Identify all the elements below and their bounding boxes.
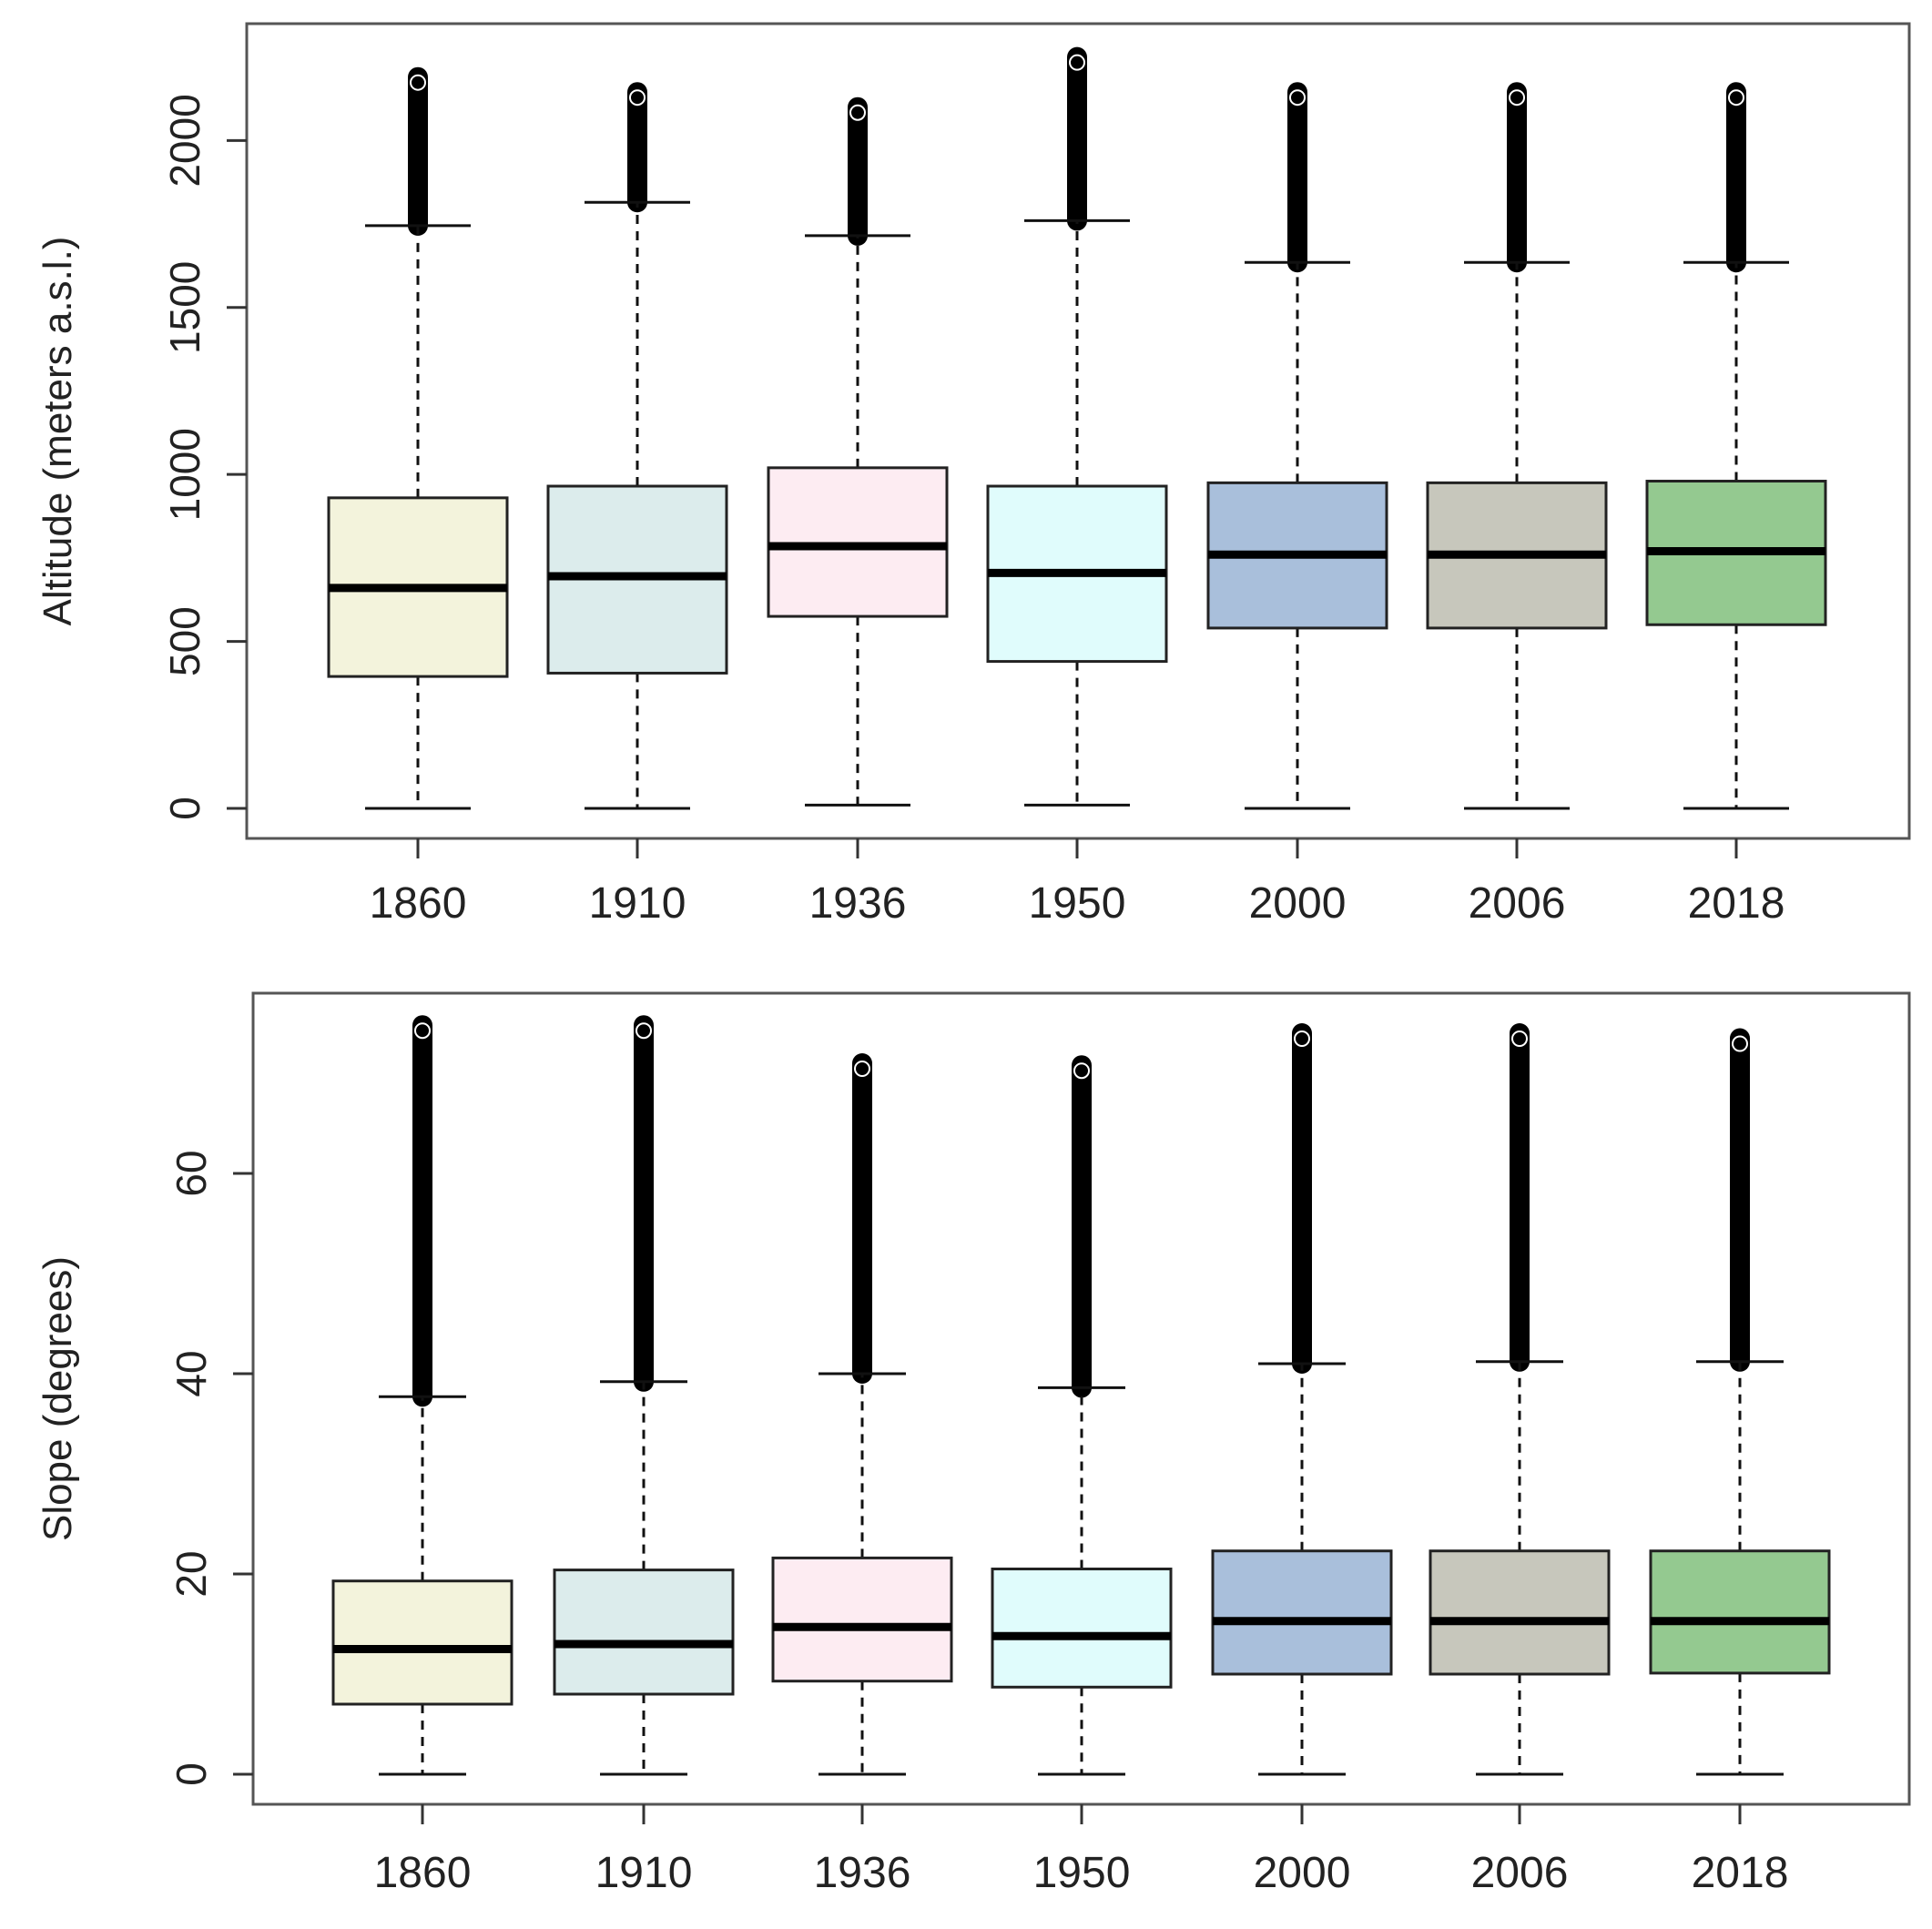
altitude-box-1860 xyxy=(327,66,509,810)
slope-x-tick-label: 2000 xyxy=(1254,1849,1351,1897)
slope-box-2018 xyxy=(1649,1028,1831,1776)
slope-iqr-box-1860 xyxy=(331,1579,514,1706)
altitude-x-tick-label: 2000 xyxy=(1249,879,1347,928)
altitude-box-1910 xyxy=(546,82,728,810)
altitude-outlier-top-1936 xyxy=(849,104,866,121)
slope-outlier-top-2006 xyxy=(1511,1030,1528,1047)
altitude-y-axis-label: Altitude (meters a.s.l.) xyxy=(36,237,80,626)
altitude-outlier-top-2006 xyxy=(1509,89,1525,107)
slope-box-1936 xyxy=(771,1053,953,1776)
slope-outlier-top-1936 xyxy=(854,1061,870,1077)
slope-panel: Slope (degrees) 0 20 40 60 1860 1910 1936 1950… xyxy=(36,991,1911,1897)
altitude-box-1936 xyxy=(767,96,949,807)
altitude-outlier-top-1950 xyxy=(1069,54,1085,71)
slope-box-2000 xyxy=(1211,1023,1393,1776)
altitude-y-tick-label: 500 xyxy=(161,606,208,676)
slope-x-tick-label: 2006 xyxy=(1471,1849,1569,1897)
altitude-box-1950 xyxy=(986,46,1168,807)
altitude-y-tick-label: 1500 xyxy=(161,261,208,354)
altitude-iqr-box-1936 xyxy=(767,466,949,618)
slope-outlier-top-1860 xyxy=(414,1022,431,1040)
slope-iqr-box-1910 xyxy=(553,1569,735,1696)
slope-outlier-top-2000 xyxy=(1294,1030,1310,1047)
altitude-x-tick-label: 1950 xyxy=(1029,879,1126,928)
slope-y-tick-label: 40 xyxy=(168,1350,215,1396)
altitude-outlier-top-2000 xyxy=(1289,89,1306,107)
altitude-x-tick-label: 1910 xyxy=(589,879,686,928)
altitude-x-tick-label: 2006 xyxy=(1469,879,1566,928)
altitude-box-2006 xyxy=(1426,82,1608,810)
slope-y-tick-label: 20 xyxy=(168,1550,215,1597)
slope-box-2006 xyxy=(1429,1023,1611,1776)
altitude-y-ticks: 0 500 1000 1500 2000 xyxy=(161,94,247,820)
slope-iqr-box-2018 xyxy=(1649,1549,1831,1675)
altitude-boxes xyxy=(327,46,1827,810)
slope-x-tick-label: 2018 xyxy=(1692,1849,1789,1897)
slope-box-1950 xyxy=(991,1055,1173,1776)
altitude-panel: Altitude (meters a.s.l.) 0 500 1000 1500 200… xyxy=(36,22,1911,928)
altitude-box-2000 xyxy=(1206,82,1388,810)
slope-boxes xyxy=(331,1015,1831,1776)
slope-box-1910 xyxy=(553,1015,735,1776)
altitude-outlier-top-1860 xyxy=(410,74,426,91)
slope-outlier-top-2018 xyxy=(1732,1035,1748,1052)
slope-iqr-box-2000 xyxy=(1211,1549,1393,1676)
altitude-x-tick-label: 1860 xyxy=(370,879,467,928)
altitude-x-tick-label: 1936 xyxy=(809,879,907,928)
altitude-outlier-top-2018 xyxy=(1728,89,1744,107)
altitude-y-tick-label: 0 xyxy=(161,797,208,820)
altitude-box-2018 xyxy=(1645,82,1827,810)
slope-outlier-top-1910 xyxy=(636,1022,652,1040)
slope-iqr-box-1950 xyxy=(991,1568,1173,1689)
slope-y-tick-label: 0 xyxy=(168,1762,215,1786)
altitude-y-tick-label: 2000 xyxy=(161,94,208,187)
slope-iqr-box-1936 xyxy=(771,1556,953,1683)
altitude-outlier-top-1910 xyxy=(629,89,646,107)
slope-x-tick-label: 1936 xyxy=(814,1849,911,1897)
slope-y-ticks: 0 20 40 60 xyxy=(168,1150,253,1786)
altitude-y-tick-label: 1000 xyxy=(161,428,208,521)
slope-x-tick-label: 1910 xyxy=(595,1849,693,1897)
altitude-x-ticks: 1860 1910 1936 1950 2000 2006 2018 xyxy=(370,838,1785,928)
slope-box-1860 xyxy=(331,1015,514,1776)
slope-x-ticks: 1860 1910 1936 1950 2000 2006 2018 xyxy=(374,1804,1789,1897)
slope-x-tick-label: 1950 xyxy=(1033,1849,1131,1897)
slope-y-axis-label: Slope (degrees) xyxy=(36,1256,80,1541)
slope-iqr-box-2006 xyxy=(1429,1549,1611,1676)
slope-y-tick-label: 60 xyxy=(168,1150,215,1196)
slope-outlier-top-1950 xyxy=(1073,1062,1090,1080)
altitude-x-tick-label: 2018 xyxy=(1688,879,1785,928)
slope-x-tick-label: 1860 xyxy=(374,1849,472,1897)
